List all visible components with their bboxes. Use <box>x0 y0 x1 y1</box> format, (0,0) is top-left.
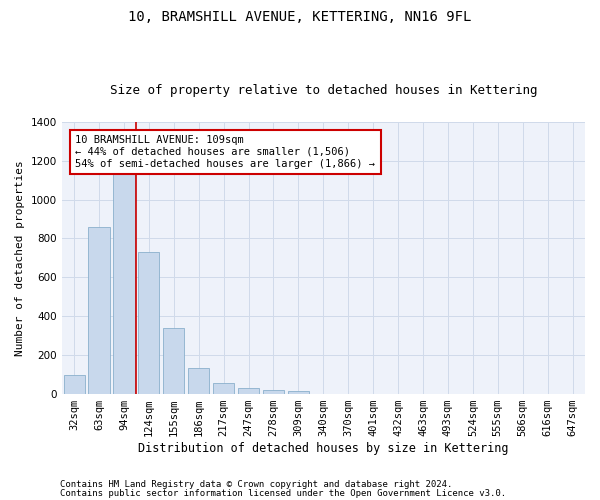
Bar <box>138 252 160 394</box>
Y-axis label: Number of detached properties: Number of detached properties <box>15 160 25 356</box>
Bar <box>263 390 284 394</box>
Bar <box>64 374 85 394</box>
Bar <box>213 384 234 394</box>
X-axis label: Distribution of detached houses by size in Kettering: Distribution of detached houses by size … <box>138 442 509 455</box>
Bar <box>113 153 134 394</box>
Bar <box>188 368 209 394</box>
Bar <box>163 328 184 394</box>
Text: Contains HM Land Registry data © Crown copyright and database right 2024.: Contains HM Land Registry data © Crown c… <box>60 480 452 489</box>
Text: Contains public sector information licensed under the Open Government Licence v3: Contains public sector information licen… <box>60 488 506 498</box>
Bar <box>288 391 309 394</box>
Bar <box>88 227 110 394</box>
Text: 10, BRAMSHILL AVENUE, KETTERING, NN16 9FL: 10, BRAMSHILL AVENUE, KETTERING, NN16 9F… <box>128 10 472 24</box>
Bar <box>238 388 259 394</box>
Title: Size of property relative to detached houses in Kettering: Size of property relative to detached ho… <box>110 84 537 97</box>
Text: 10 BRAMSHILL AVENUE: 109sqm
← 44% of detached houses are smaller (1,506)
54% of : 10 BRAMSHILL AVENUE: 109sqm ← 44% of det… <box>76 136 376 168</box>
